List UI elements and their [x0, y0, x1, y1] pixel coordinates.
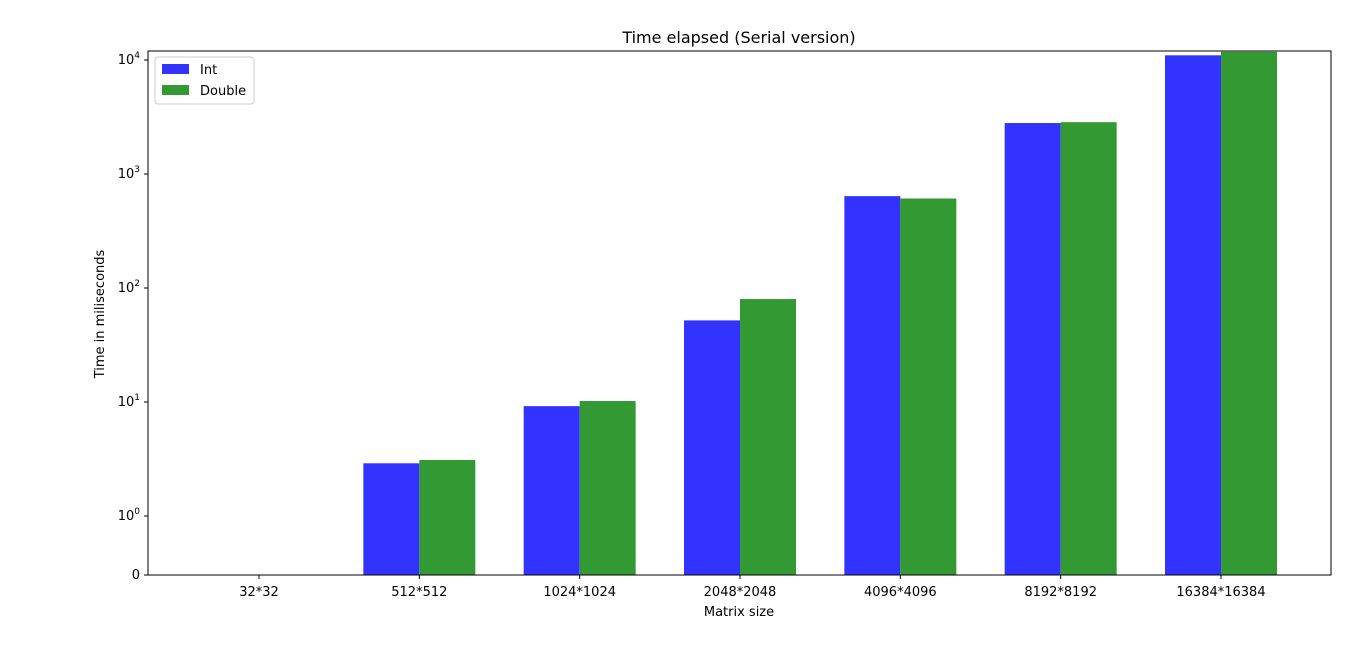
- bar-double-2048*2048: [740, 299, 796, 575]
- y-tick-label: 102: [118, 279, 140, 296]
- bar-double-512*512: [419, 459, 476, 575]
- plot-area: [147, 50, 1332, 576]
- bar-double-8192*8192: [1060, 122, 1117, 576]
- legend-swatch-double: [162, 85, 189, 95]
- legend-swatch-int: [162, 64, 189, 74]
- x-axis: 32*32 512*512 1024*1024 2048*2048 4096*4096 8…: [239, 575, 1266, 600]
- x-axis-label: Matrix size: [704, 605, 774, 620]
- bar-int-16384*16384: [1165, 55, 1221, 576]
- y-axis: 0 100 101 102 103 104: [118, 51, 148, 583]
- y-tick-label: 100: [118, 507, 141, 524]
- chart-title: Time elapsed (Serial version): [621, 28, 855, 47]
- bar-double-1024*1024: [579, 401, 636, 575]
- y-tick-label: 0: [132, 568, 140, 583]
- legend-label-double: Double: [200, 84, 246, 99]
- x-tick-label: 1024*1024: [543, 585, 616, 600]
- x-tick-label: 2048*2048: [704, 585, 777, 600]
- bar-int-4096*4096: [844, 196, 901, 575]
- bar-int-1024*1024: [523, 406, 580, 575]
- y-tick-label: 101: [118, 393, 140, 410]
- legend: Int Double: [154, 56, 255, 105]
- bar-int-2048*2048: [684, 320, 740, 575]
- x-tick-label: 4096*4096: [864, 585, 937, 600]
- bar-double-4096*4096: [900, 198, 957, 575]
- bar-double-16384*16384: [1221, 51, 1277, 575]
- y-axis-label: Time in miliseconds: [93, 249, 108, 379]
- bar-int-8192*8192: [1004, 123, 1061, 576]
- x-tick-label: 32*32: [239, 585, 279, 600]
- legend-label-int: Int: [200, 63, 217, 78]
- x-tick-label: 8192*8192: [1024, 585, 1097, 600]
- x-tick-label: 512*512: [391, 585, 447, 600]
- x-tick-label: 16384*16384: [1176, 585, 1265, 600]
- bar-int-512*512: [363, 463, 420, 575]
- y-tick-label: 103: [118, 165, 140, 182]
- y-tick-label: 104: [118, 51, 141, 68]
